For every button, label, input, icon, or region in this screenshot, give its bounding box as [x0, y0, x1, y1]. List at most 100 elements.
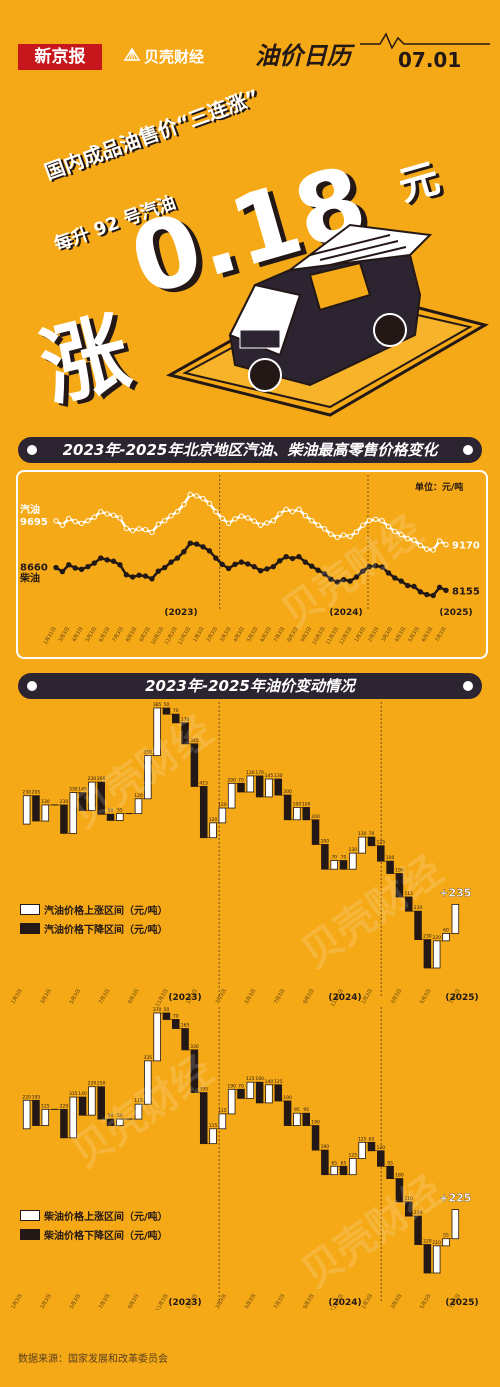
data-point [104, 511, 110, 517]
data-point [161, 564, 168, 571]
bar-value-label: 50 [164, 702, 170, 708]
x-tick-label: 1月3日 [10, 1293, 23, 1310]
x-tick-label: 3月3日 [58, 626, 71, 643]
x-tick-label: 7月3日 [98, 988, 111, 1005]
up-bar [209, 1128, 217, 1145]
x-tick-label: 1月3日 [361, 988, 374, 1005]
bar-value-label: 65 [341, 1160, 347, 1166]
data-point [443, 587, 449, 594]
bar-value-label: 250 [97, 1081, 106, 1087]
x-tick-label: 8月3日 [125, 626, 138, 643]
bar-value-label: 190 [311, 1120, 320, 1126]
down-bar [423, 939, 432, 969]
up-bar [358, 836, 366, 854]
data-point [187, 491, 193, 498]
bar-value-label: 60 [443, 927, 449, 933]
up-bar [246, 1081, 255, 1099]
x-tick-label: 3月3日 [390, 1293, 403, 1310]
up-bar [144, 1060, 152, 1105]
data-point [85, 563, 91, 570]
data-point [123, 525, 130, 532]
bar-value-label: 190 [395, 868, 404, 874]
legend-up: 汽油价格上涨区间（元/吨） [20, 902, 168, 917]
bar-value-label: 120 [209, 817, 218, 823]
data-point [353, 529, 360, 535]
down-bar [423, 1244, 432, 1274]
bar-value-label: 125 [246, 1076, 255, 1082]
data-point [366, 517, 372, 524]
down-bar [311, 819, 320, 845]
series-start-value: 8660 [20, 563, 48, 574]
data-point [85, 517, 91, 524]
down-bar [311, 1125, 320, 1151]
data-point [98, 555, 104, 561]
data-point [436, 584, 443, 591]
bar-value-label: 145 [78, 787, 87, 793]
data-point [193, 541, 200, 547]
section1-title: 2023年-2025年北京地区汽油、柴油最高零售价格变化 [62, 441, 438, 459]
data-point [404, 535, 411, 542]
down-bar [60, 1108, 68, 1139]
bar-value-label: 205 [32, 790, 41, 796]
end-annotation: +235 [439, 886, 471, 899]
bar-value-label: 125 [41, 1103, 50, 1109]
bar-value-label: 125 [349, 1153, 358, 1159]
data-point [341, 577, 347, 583]
year-label: (2023) [164, 608, 197, 618]
x-tick-label: 9月3日 [302, 1293, 315, 1310]
up-bar [22, 1099, 31, 1130]
data-point [277, 558, 283, 564]
up-bar [218, 807, 227, 824]
down-bar [172, 1019, 180, 1029]
up-bar [349, 1158, 357, 1176]
down-bar [255, 775, 264, 798]
x-tick-label: 4月3日 [233, 626, 246, 643]
x-tick-label: 1月3日 [192, 626, 205, 643]
legend-up-label: 汽油价格上涨区间（元/吨） [44, 906, 168, 917]
bar-value-label: 115 [218, 1108, 227, 1114]
x-tick-label: 3月3日 [390, 988, 403, 1005]
down-bar [321, 844, 329, 870]
x-tick-label: 5月3日 [85, 626, 98, 643]
data-point [200, 544, 206, 550]
up-bar [88, 781, 96, 811]
data-point [225, 565, 232, 572]
down-bar [162, 1012, 171, 1020]
up-bar [293, 1112, 301, 1126]
down-bar [274, 778, 283, 796]
data-point [72, 565, 78, 571]
bar-value-label: 115 [404, 891, 413, 897]
legend-swatch-down [20, 923, 40, 934]
data-point [142, 526, 149, 533]
data-point [200, 495, 206, 502]
down-bar [60, 804, 68, 834]
gasoline-legend: 汽油价格上涨区间（元/吨） 汽油价格下降区间（元/吨） [20, 902, 168, 936]
data-point [149, 576, 155, 582]
bar-value-label: 130 [349, 847, 358, 853]
data-point [257, 567, 264, 574]
data-point [411, 583, 417, 590]
legend-down: 汽油价格下降区间（元/吨） [20, 921, 168, 936]
data-point [123, 572, 130, 578]
data-point [136, 526, 142, 532]
down-bar [255, 1081, 264, 1104]
data-point [142, 573, 149, 579]
data-point [417, 542, 424, 549]
data-point [66, 562, 72, 568]
data-point [347, 533, 353, 540]
up-bar [349, 852, 357, 870]
down-bar [274, 1084, 283, 1102]
bar-value-label: 260 [97, 776, 106, 782]
data-point [270, 563, 277, 570]
up-bar [153, 707, 161, 756]
data-point [232, 561, 238, 568]
down-bar [404, 1201, 413, 1217]
data-point [251, 518, 257, 524]
x-tick-label: 5月3日 [407, 626, 420, 643]
data-point [206, 500, 213, 507]
bar-value-label: 195 [32, 1094, 41, 1100]
down-bar [367, 836, 376, 847]
x-tick-label: 6月3日 [98, 626, 111, 643]
